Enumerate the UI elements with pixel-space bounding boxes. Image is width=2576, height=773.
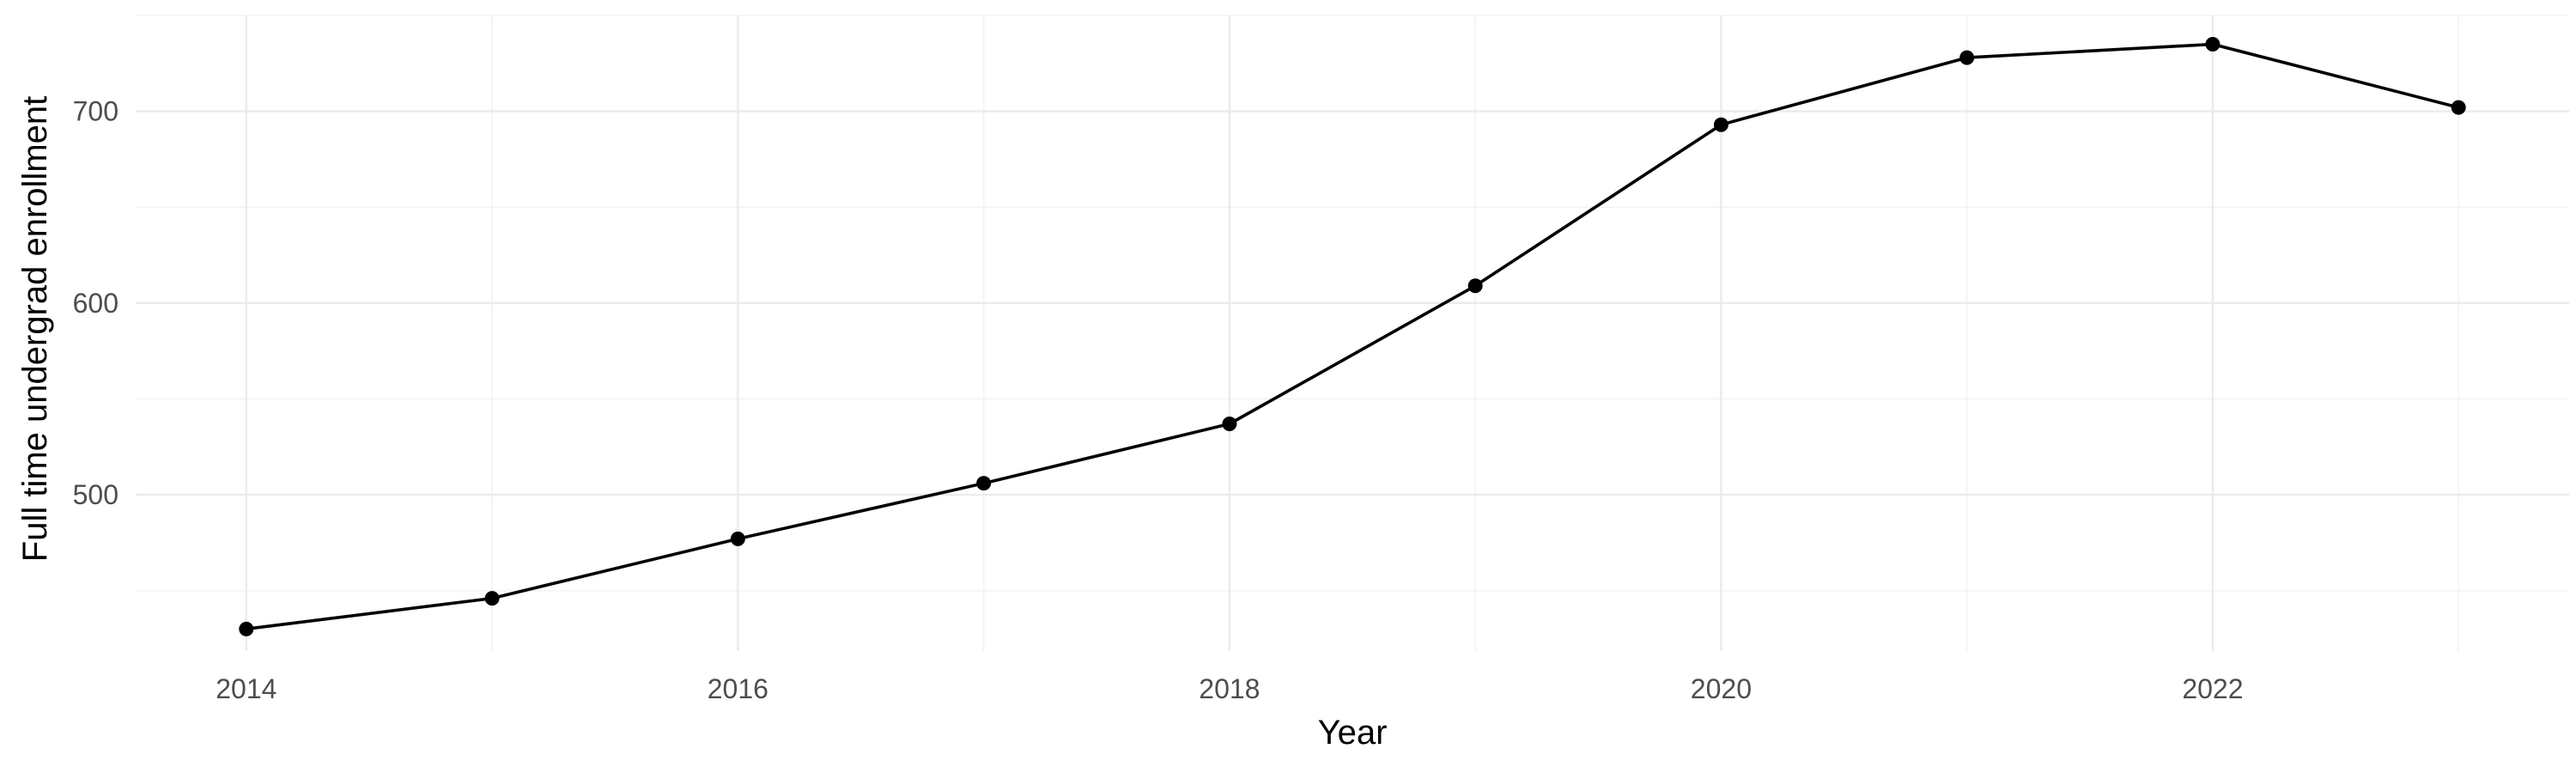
x-tick-label: 2020 [1691, 673, 1752, 704]
x-tick-label: 2022 [2182, 673, 2243, 704]
data-point [730, 531, 745, 546]
series-layer [239, 36, 2466, 636]
series-line [244, 42, 2460, 631]
data-point [239, 621, 254, 636]
y-tick-label: 500 [73, 479, 118, 510]
x-tick-label: 2014 [216, 673, 276, 704]
data-point [1959, 50, 1975, 65]
x-tick-label: 2016 [708, 673, 769, 704]
x-axis-title: Year [1318, 714, 1388, 752]
data-point [976, 476, 992, 491]
y-axis-title: Full time undergrad enrollment [16, 96, 54, 562]
y-tick-label: 700 [73, 96, 118, 127]
axis-labels: 2014 2016 2018 2020 2022 500 600 700 [73, 96, 2244, 704]
data-point [2451, 100, 2466, 115]
y-tick-label: 600 [73, 288, 118, 319]
data-point [2205, 36, 2221, 52]
x-tick-label: 2018 [1199, 673, 1260, 704]
data-point [484, 591, 500, 606]
data-point [1467, 278, 1483, 294]
data-point [1713, 117, 1728, 132]
grid-lines [136, 15, 2569, 651]
data-point [1222, 416, 1237, 431]
